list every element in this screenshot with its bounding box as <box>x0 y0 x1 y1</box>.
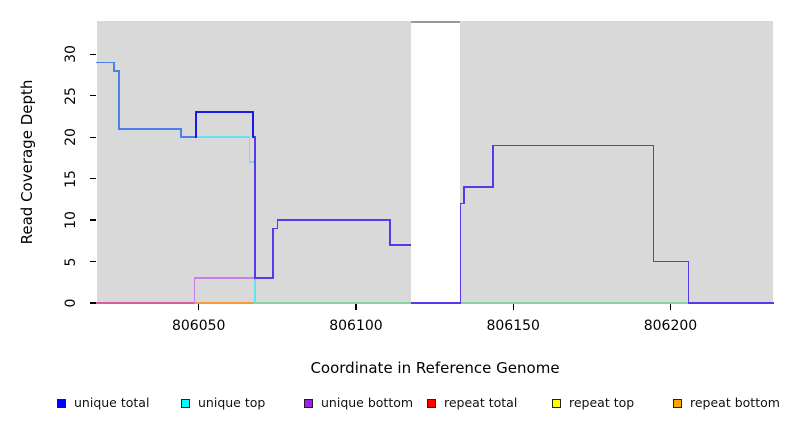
series-segment-unique-total-merged-with-bottom <box>276 219 279 230</box>
legend-label: unique top <box>198 395 266 410</box>
series-segment-unique-total-merged-with-bottom <box>652 144 655 263</box>
series-segment-unique-total-merged-with-bottom <box>652 260 690 263</box>
series-segment-unique-total-merged-with-bottom <box>492 144 494 188</box>
series-segment-unique-total-peak <box>252 136 256 138</box>
y-axis-tick <box>89 95 96 97</box>
series-segment-baseline-left-repeat-and-unique-bottom-zero <box>95 302 197 304</box>
series-segment-unique-total-merged-with-bottom <box>410 302 461 304</box>
series-segment-unique-total-peak <box>195 111 254 114</box>
x-axis-title: Coordinate in Reference Genome <box>310 359 560 377</box>
y-axis-title: Read Coverage Depth <box>18 79 36 245</box>
legend-swatch-icon <box>304 398 313 408</box>
legend-item-unique-total: unique total <box>57 395 149 411</box>
legend-item-repeat-bottom: repeat bottom <box>673 395 780 411</box>
series-segment-unique-total-left-merged-with-top <box>118 69 120 130</box>
coverage-gap-band <box>411 20 461 302</box>
series-segment-unique-total-merged-with-bottom <box>463 186 494 188</box>
legend-label: repeat top <box>569 395 635 410</box>
y-axis-tick <box>89 177 96 180</box>
series-segment-unique-total-left-merged-with-top <box>180 128 182 138</box>
x-axis-tick <box>355 304 357 310</box>
chart-legend: unique total unique top unique bottom repea… <box>0 395 792 413</box>
series-segment-unique-total-left-merged-with-top <box>180 136 197 138</box>
y-axis-tick-label: 25 <box>62 86 79 105</box>
y-axis-tick <box>89 219 96 221</box>
series-segment-unique-total-left-merged-with-top <box>95 61 115 64</box>
legend-swatch-icon <box>427 398 436 408</box>
x-axis-tick-label: 806100 <box>329 318 383 334</box>
series-segment-unique-total-peak <box>252 111 254 138</box>
x-axis-tick-label: 806150 <box>486 318 540 334</box>
series-segment-unique-total-peak <box>195 111 197 138</box>
series-segment-unique-total-merged-with-bottom <box>272 227 279 230</box>
series-segment-unique-total-left-merged-with-top <box>113 69 120 72</box>
series-segment-unique-total-merged-with-bottom <box>276 219 391 221</box>
legend-label: unique total <box>74 395 150 410</box>
series-segment-unique-top <box>248 136 251 163</box>
legend-swatch-icon <box>673 398 682 408</box>
legend-swatch-icon <box>181 398 190 408</box>
x-axis-tick <box>198 304 200 310</box>
y-axis-tick-label: 15 <box>62 169 79 188</box>
series-segment-baseline-mid-repeat-zero <box>195 302 256 304</box>
y-axis-tick-label: 0 <box>62 298 79 308</box>
series-segment-unique-total-merged-with-bottom <box>492 144 655 147</box>
series-segment-unique-top <box>248 161 256 163</box>
series-segment-unique-total-merged-with-bottom <box>254 277 274 279</box>
y-axis-tick-label: 20 <box>62 128 79 147</box>
y-axis-tick-label: 10 <box>62 211 79 229</box>
series-segment-unique-total-merged-with-bottom <box>389 244 413 246</box>
y-axis-tick-label: 30 <box>62 45 79 64</box>
x-axis-tick <box>669 304 672 310</box>
legend-label: unique bottom <box>321 395 414 410</box>
series-segment-unique-total-merged-with-bottom <box>463 186 465 205</box>
x-axis-tick-label: 806200 <box>643 318 698 334</box>
y-axis-tick <box>89 136 96 138</box>
series-segment-unique-total-merged-with-bottom <box>254 136 256 279</box>
series-segment-unique-total-merged-with-bottom <box>272 227 274 279</box>
x-axis-tick <box>512 304 514 310</box>
series-segment-unique-total-merged-with-bottom <box>459 202 465 205</box>
x-axis-tick-label: 806050 <box>171 318 226 334</box>
legend-swatch-icon <box>57 398 66 408</box>
series-segment-unique-total-merged-with-bottom <box>389 219 391 246</box>
y-axis-tick <box>89 260 96 263</box>
series-segment-unique-top <box>195 136 251 138</box>
series-segment-unique-total-left-merged-with-top <box>113 61 115 72</box>
series-segment-unique-total-left-merged-with-top <box>118 128 182 130</box>
y-axis-tick-label: 5 <box>62 257 79 266</box>
series-segment-baseline-right-unique-top-and-repeat-top-zero <box>254 302 690 304</box>
series-segment-unique-bottom <box>193 277 196 304</box>
y-axis-tick <box>89 302 96 304</box>
legend-item-unique-top: unique top <box>181 395 265 411</box>
legend-item-repeat-top: repeat top <box>552 395 634 411</box>
series-segment-unique-total-merged-with-bottom <box>459 202 461 304</box>
legend-item-unique-bottom: unique bottom <box>304 395 413 411</box>
legend-item-repeat-total: repeat total <box>427 395 517 411</box>
legend-label: repeat bottom <box>690 395 780 410</box>
series-segment-unique-total-merged-with-bottom <box>687 260 690 304</box>
series-segment-unique-total-merged-with-bottom <box>687 302 774 304</box>
legend-swatch-icon <box>552 398 561 408</box>
series-segment-unique-bottom <box>193 277 256 279</box>
y-axis-tick <box>89 53 96 55</box>
legend-label: repeat total <box>444 395 518 410</box>
